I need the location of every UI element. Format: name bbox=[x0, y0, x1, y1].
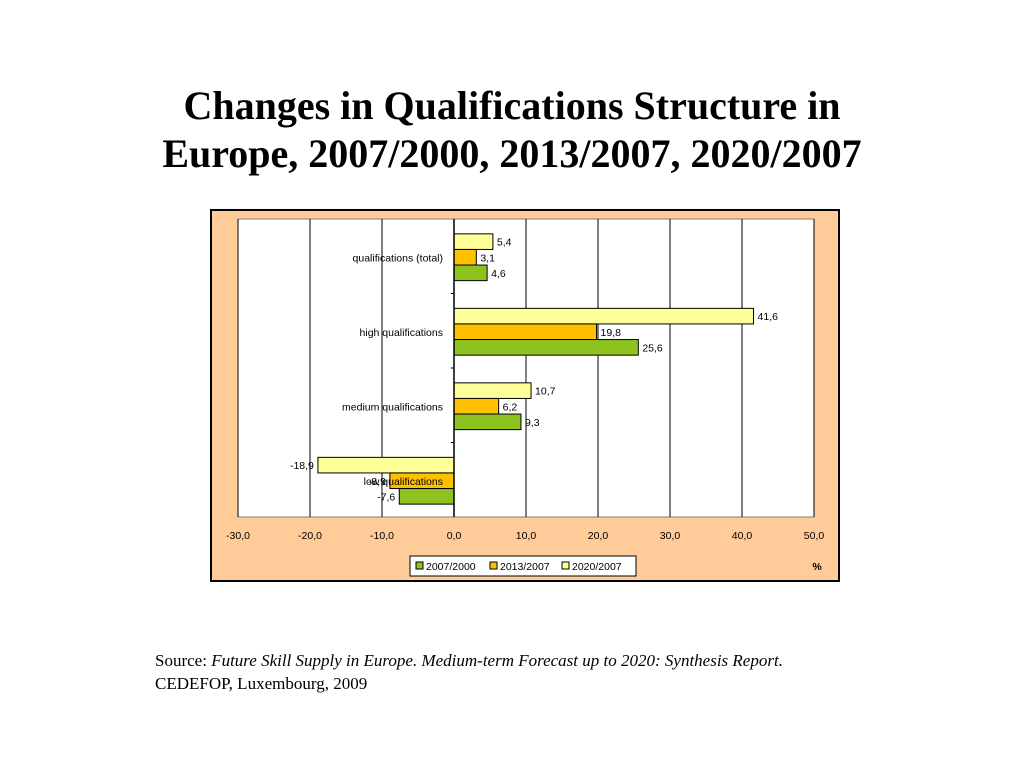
bar-2-1 bbox=[453, 307, 755, 325]
x-tick-label-8: 50,0 bbox=[804, 530, 825, 542]
category-label-0: qualifications (total) bbox=[353, 252, 443, 264]
data-label-2-1: 41,6 bbox=[758, 311, 779, 323]
slide-title-line-1: Changes in Qualifications Structure in bbox=[183, 83, 841, 128]
qualifications-bar-chart: 5,43,1 4,6 qualifications (total) 41,6 19,8 2… bbox=[210, 209, 840, 582]
category-label-1: high qualifications bbox=[360, 327, 443, 339]
data-label-2-0: 5,4 bbox=[497, 237, 512, 249]
x-tick-label-5: 20,0 bbox=[588, 530, 609, 542]
data-label-2-2: 10,7 bbox=[535, 386, 556, 398]
source-title: Future Skill Supply in Europe. Medium-te… bbox=[211, 651, 783, 670]
data-label-0-1: 25,6 bbox=[642, 342, 663, 354]
x-tick-label-1: -20,0 bbox=[298, 530, 322, 542]
bar-0-0 bbox=[453, 264, 488, 282]
bar-1-2 bbox=[453, 397, 500, 415]
bar-0-3 bbox=[398, 488, 455, 505]
data-label-1-0: 3,1 bbox=[480, 252, 495, 264]
bar-2-0 bbox=[453, 233, 494, 250]
legend-swatch-2 bbox=[561, 561, 570, 570]
data-label-2-3: -18,9 bbox=[290, 460, 314, 472]
x-tick-label-2: -10,0 bbox=[370, 530, 394, 542]
x-tick-label-3: 0,0 bbox=[447, 530, 462, 542]
bar-0-1 bbox=[453, 339, 639, 356]
bar-0-2 bbox=[453, 413, 522, 431]
source-prefix: Source: bbox=[155, 651, 212, 670]
data-label-0-2: 9,3 bbox=[525, 417, 540, 429]
legend-box bbox=[409, 555, 637, 577]
source-publisher: CEDEFOP, Luxembourg, 2009 bbox=[155, 674, 368, 693]
x-tick-label-7: 40,0 bbox=[732, 530, 753, 542]
bar-2-2 bbox=[453, 382, 532, 399]
bar-2-3 bbox=[317, 456, 455, 474]
legend-swatch-1 bbox=[489, 561, 498, 570]
x-axis-unit-label: % bbox=[812, 561, 822, 573]
bar-1-1 bbox=[453, 323, 598, 341]
legend-swatch-0 bbox=[415, 561, 424, 570]
legend-label-0: 2007/2000 bbox=[426, 561, 476, 573]
legend-label-2: 2020/2007 bbox=[572, 561, 622, 573]
slide-title-line-2: Europe, 2007/2000, 2013/2007, 2020/2007 bbox=[162, 131, 862, 176]
slide-title: Changes in Qualifications Structure in E… bbox=[0, 82, 1024, 178]
data-label-0-0: 4,6 bbox=[491, 268, 506, 280]
category-label-2: medium qualifications bbox=[342, 401, 443, 413]
category-label-3: low qualifications bbox=[364, 476, 443, 488]
legend-label-1: 2013/2007 bbox=[500, 561, 550, 573]
data-label-1-2: 6,2 bbox=[503, 401, 518, 413]
chart-container: 5,4 3,1 4,6 qualifications (total) 41,6 19,8 2… bbox=[210, 209, 840, 587]
x-tick-label-6: 30,0 bbox=[660, 530, 681, 542]
x-tick-label-0: -30,0 bbox=[226, 530, 250, 542]
data-label-0-3: -7,6 bbox=[377, 491, 395, 503]
bar-1-0 bbox=[453, 248, 477, 266]
data-label-1-3: -8,9 bbox=[368, 476, 386, 488]
x-tick-label-4: 10,0 bbox=[516, 530, 537, 542]
data-label-1-1: 19,8 bbox=[601, 327, 622, 339]
source-citation: Source: Future Skill Supply in Europe. M… bbox=[155, 649, 915, 695]
